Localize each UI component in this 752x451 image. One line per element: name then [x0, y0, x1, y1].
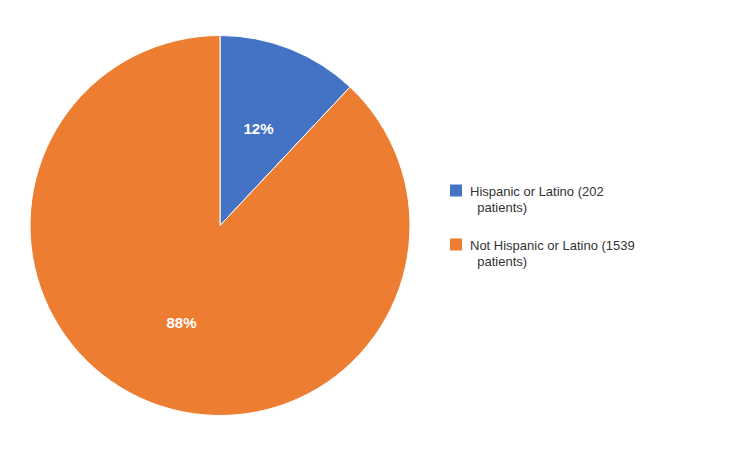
chart: 12%88%Hispanic or Latino (202 patients)N… [0, 0, 752, 451]
data-label: 12% [243, 120, 273, 137]
pie [30, 36, 410, 416]
legend-item: Not Hispanic or Latino (1539 patients) [450, 238, 635, 269]
data-labels: 12% 88% [167, 120, 274, 331]
pie-slice [30, 36, 410, 416]
legend: Hispanic or Latino (202 patients)Not His… [450, 184, 635, 269]
legend-label-line: patients) [470, 254, 527, 269]
legend-label: Not Hispanic or Latino (1539 patients) [470, 238, 635, 269]
legend-swatch [450, 239, 462, 251]
legend-label-line: patients) [470, 200, 527, 215]
legend-item: Hispanic or Latino (202 patients) [450, 184, 604, 215]
legend-swatch [450, 185, 462, 197]
legend-label: Hispanic or Latino (202 patients) [470, 184, 604, 215]
legend-label-line: Hispanic or Latino (202 [470, 184, 604, 199]
legend-label-line: Not Hispanic or Latino (1539 [470, 238, 635, 253]
data-label: 88% [167, 314, 197, 331]
